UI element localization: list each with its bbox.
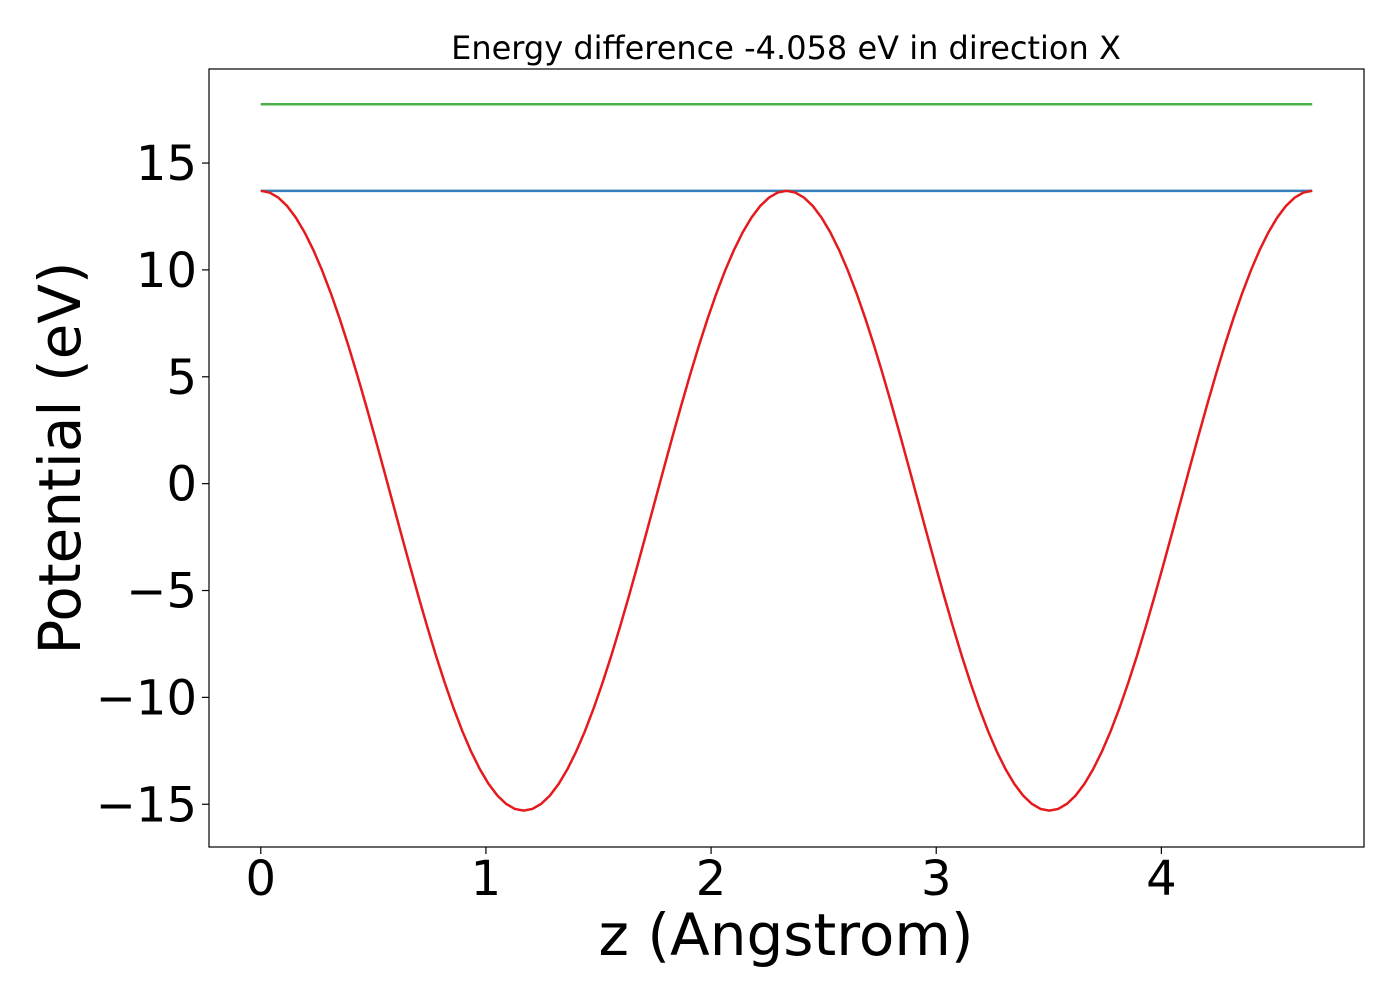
x-tick-label: 2 [696, 851, 727, 907]
series-line-0 [260, 189, 1313, 812]
x-axis-label: z (Angstrom) [599, 901, 974, 969]
y-tick-label: 15 [136, 136, 197, 192]
y-tick-label: −5 [126, 564, 197, 620]
x-axis-ticks: 0 1 2 3 4 [246, 847, 1177, 907]
y-tick-label: 0 [166, 457, 197, 513]
x-tick-label: 0 [246, 851, 277, 907]
y-tick-label: 5 [166, 350, 197, 406]
y-axis-label: Potential (eV) [26, 261, 94, 654]
y-tick-label: −10 [96, 670, 197, 726]
y-axis-ticks: −15 −10 −5 0 5 10 15 [96, 136, 209, 833]
x-tick-label: 4 [1146, 851, 1177, 907]
x-tick-label: 1 [471, 851, 502, 907]
y-tick-label: 10 [136, 243, 197, 299]
y-tick-label: −15 [96, 777, 197, 833]
plot-frame [208, 68, 1365, 848]
chart-title: Energy difference -4.058 eV in direction… [451, 29, 1121, 67]
x-tick-label: 3 [921, 851, 952, 907]
series-layer [260, 103, 1313, 812]
